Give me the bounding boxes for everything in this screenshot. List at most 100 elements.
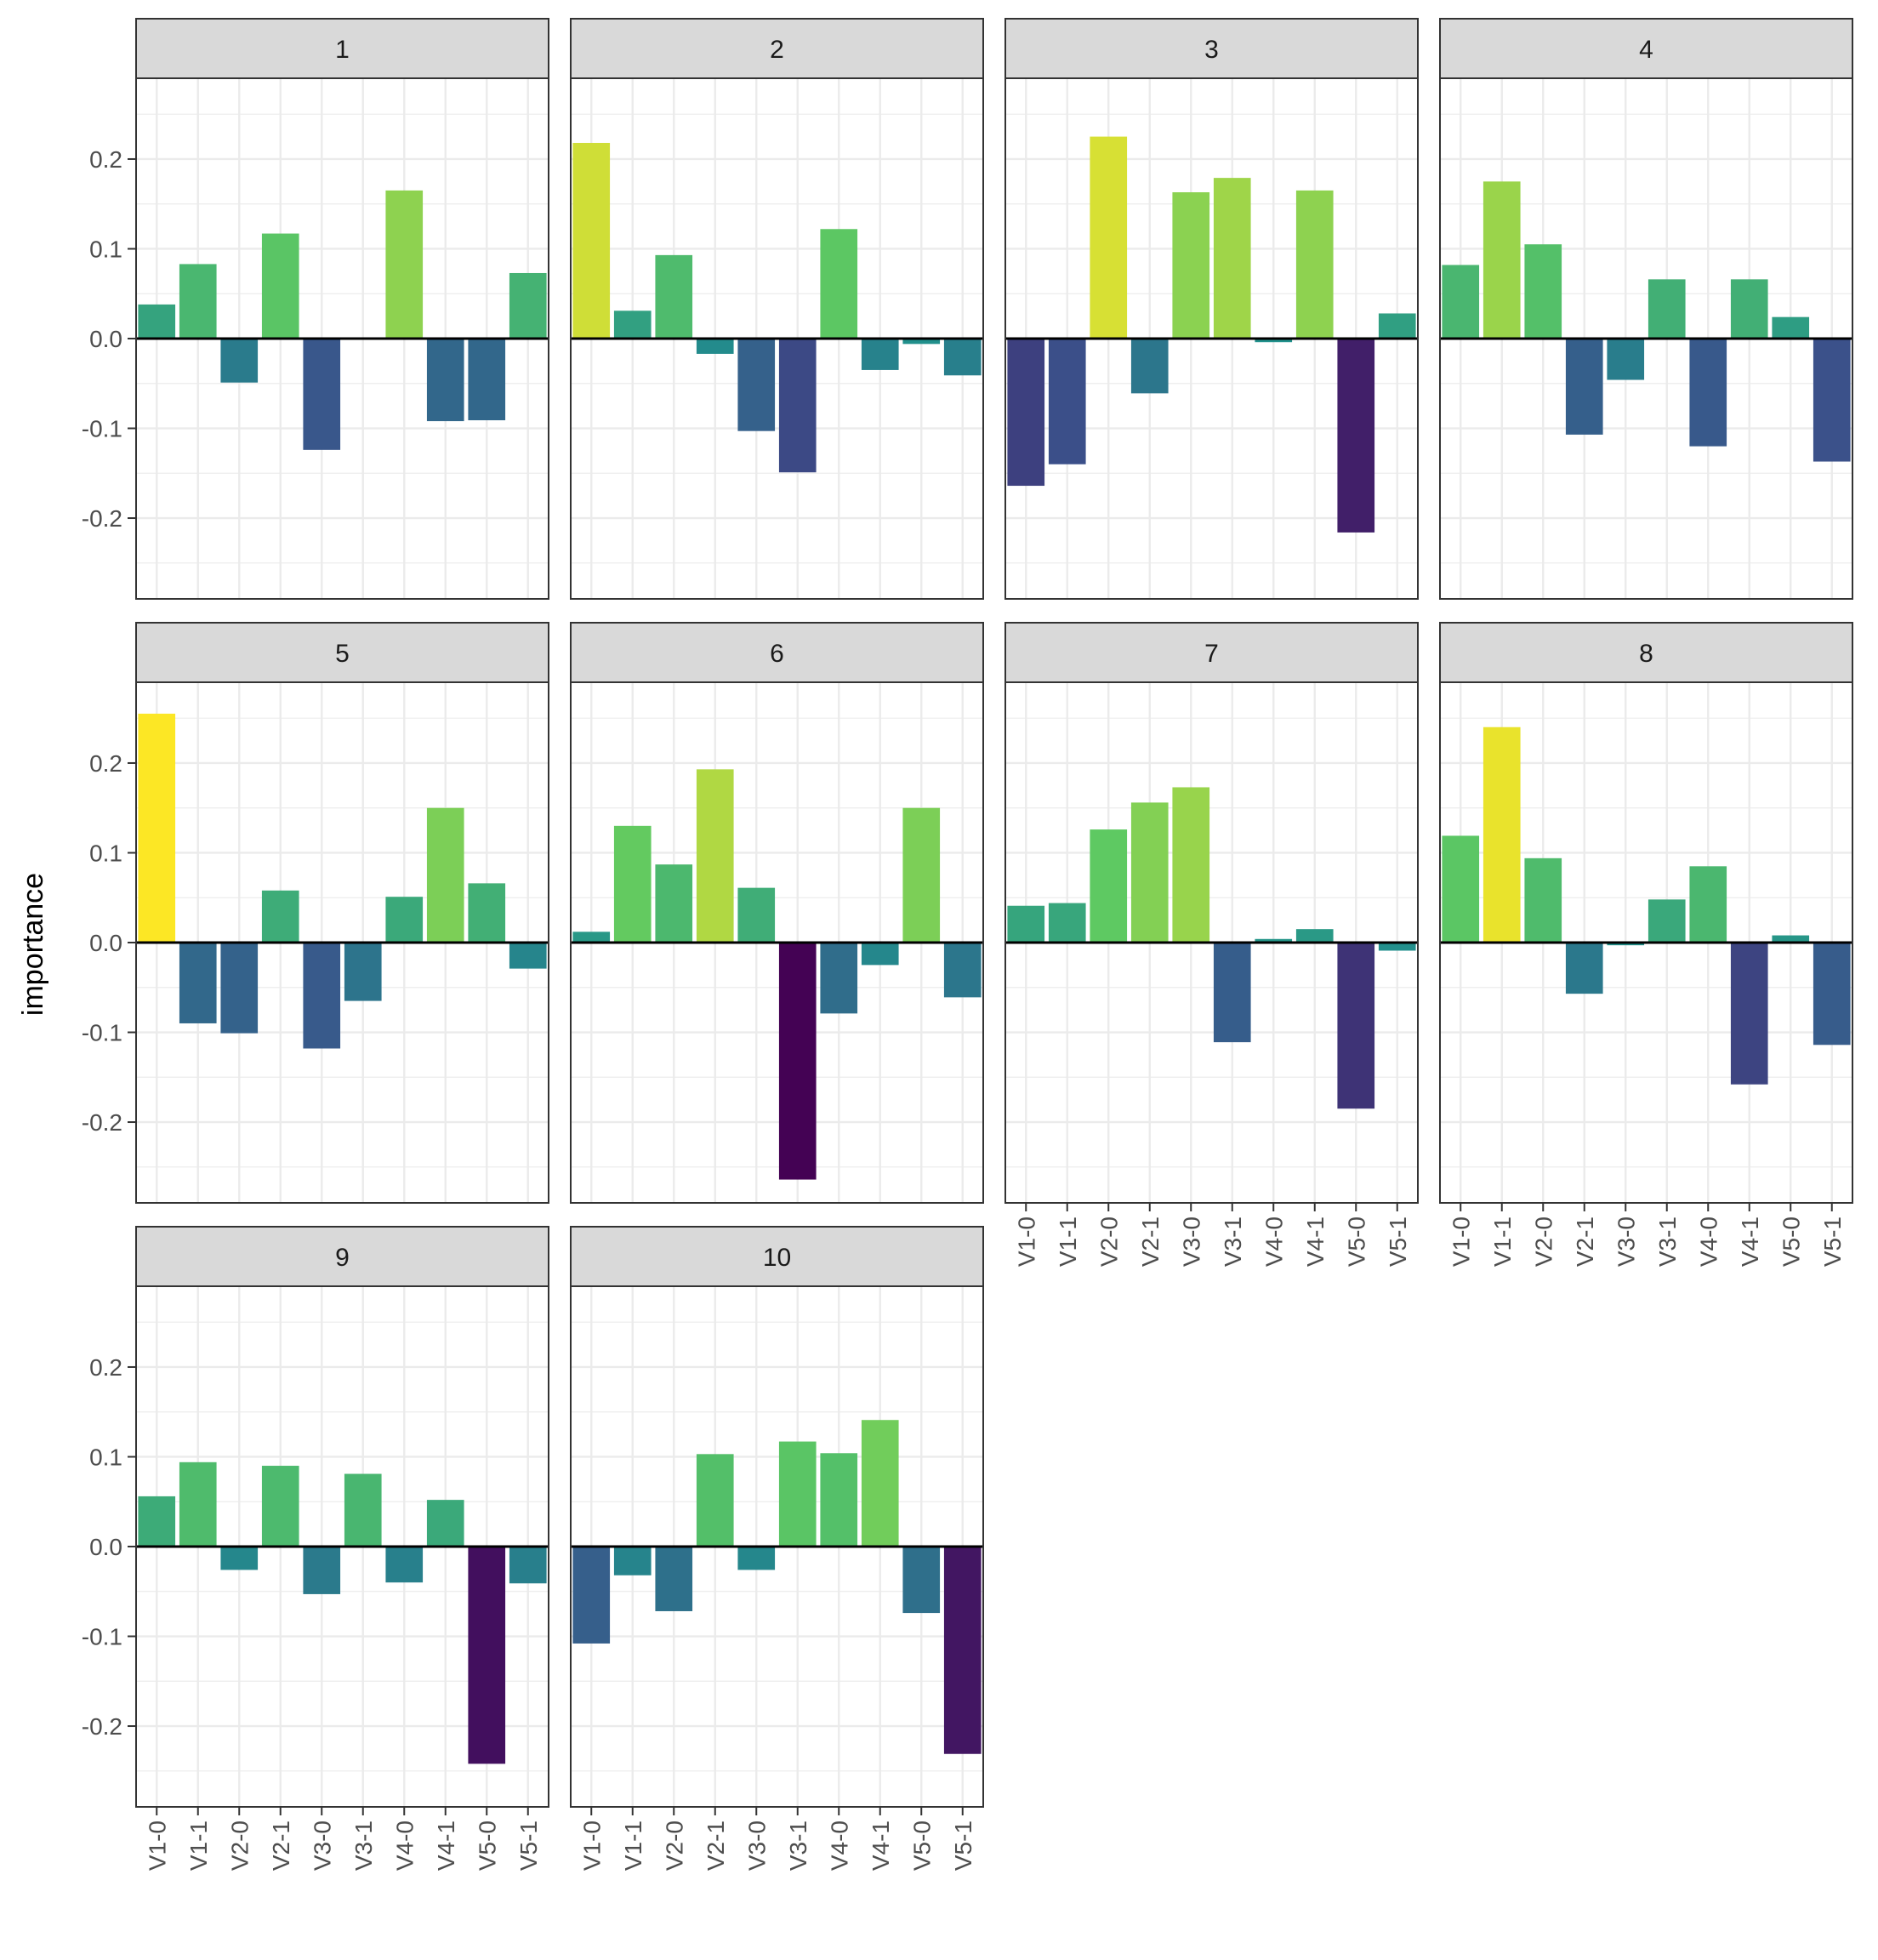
bar-V5-0: [1772, 935, 1810, 943]
x-tick-label: V2-0: [1096, 1216, 1122, 1267]
x-tick-label: V5-1: [515, 1820, 542, 1871]
x-tick-label: V5-1: [1819, 1216, 1846, 1267]
x-tick-label: V2-0: [226, 1820, 253, 1871]
bars: [1007, 136, 1416, 533]
x-tick-label: V2-0: [661, 1820, 687, 1871]
x-axis: V1-0 V1-1 V2-0 V2-1 V3-0 V3-1 V4-0 V4-1 V5-0 V5-1: [1448, 1203, 1846, 1267]
bar-V1-0: [138, 713, 176, 943]
bar-V5-0: [1337, 943, 1375, 1109]
x-tick-label: V4-1: [1737, 1216, 1763, 1267]
bar-V2-0: [655, 1547, 693, 1611]
y-tick-label: -0.1: [82, 1020, 122, 1046]
bar-V5-0: [468, 339, 506, 421]
x-tick-label: V1-0: [1448, 1216, 1474, 1267]
x-axis: V1-0 V1-1 V2-0 V2-1 V3-0 V3-1 V4-0 V4-1 V5-0 V5-1: [578, 1807, 976, 1871]
facet-strip-label: 1: [335, 36, 350, 64]
bar-V1-1: [613, 1547, 652, 1575]
bar-V3-0: [737, 1547, 776, 1570]
y-tick-label: 0.2: [89, 146, 122, 173]
facet-panels: 1 0.2 0.1 0.0 -0.1 -0.2 2 3 4 5 0.2 0.1 0.0 -0.1 -0.2 6…: [82, 18, 1853, 1871]
bar-V5-1: [509, 943, 547, 969]
facet-strip: 6: [570, 622, 984, 683]
x-tick-label: V4-0: [391, 1820, 418, 1871]
bar-V5-1: [509, 1547, 547, 1584]
facet-strip-background: [570, 622, 984, 683]
x-tick-label: V5-0: [474, 1820, 500, 1871]
bar-V4-0: [820, 943, 858, 1014]
bar-V2-0: [1524, 858, 1562, 943]
y-tick-label: -0.1: [82, 416, 122, 442]
bar-V1-0: [572, 1547, 611, 1644]
x-tick-label: V4-0: [1261, 1216, 1287, 1267]
facet-panel-6: 6: [570, 622, 984, 1204]
facet-panel-2: 2: [570, 18, 984, 600]
facet-strip-label: 5: [335, 640, 350, 668]
bar-V4-0: [1255, 339, 1293, 343]
bar-V4-1: [861, 943, 899, 966]
bar-V5-1: [1813, 339, 1851, 462]
bar-V3-1: [344, 943, 382, 1001]
bar-V2-1: [261, 890, 299, 943]
bar-V4-1: [1295, 190, 1334, 339]
facet-strip-background: [1439, 18, 1853, 79]
bar-V2-0: [220, 943, 259, 1034]
x-tick-label: V3-0: [309, 1820, 335, 1871]
bar-V1-0: [1007, 339, 1045, 487]
bars: [572, 1420, 982, 1754]
bars: [138, 190, 547, 450]
bar-V2-1: [696, 1454, 734, 1547]
facet-strip-background: [135, 18, 549, 79]
bar-V2-1: [1565, 339, 1603, 435]
facet-strip-label: 2: [770, 36, 784, 64]
facet-strip: 3: [1004, 18, 1419, 79]
bar-V2-0: [1524, 244, 1562, 339]
bar-V2-0: [220, 339, 259, 383]
facet-panel-9: 9 0.2 0.1 0.0 -0.1 -0.2 V1-0 V1-1 V2-0 V2-1 V3-0 V3…: [82, 1226, 549, 1871]
bar-V3-1: [1648, 899, 1686, 943]
x-tick-label: V2-0: [1530, 1216, 1556, 1267]
bar-V5-1: [943, 339, 982, 376]
bar-V1-0: [1442, 265, 1480, 339]
bar-V1-0: [1442, 835, 1480, 943]
x-tick-label: V1-1: [1489, 1216, 1516, 1267]
bar-V2-1: [696, 769, 734, 943]
x-tick-label: V3-1: [1220, 1216, 1246, 1267]
x-tick-label: V2-1: [1572, 1216, 1598, 1267]
y-tick-label: 0.0: [89, 1534, 122, 1560]
bar-V4-1: [426, 339, 464, 422]
x-tick-label: V2-1: [268, 1820, 294, 1871]
bar-V1-1: [1048, 903, 1086, 943]
bar-V5-0: [468, 883, 506, 943]
x-tick-label: V4-1: [868, 1820, 894, 1871]
bar-V3-1: [1213, 943, 1251, 1043]
bar-V3-0: [737, 339, 776, 431]
bar-V3-0: [737, 887, 776, 943]
y-tick-label: 0.1: [89, 1444, 122, 1470]
facet-panel-3: 3: [1004, 18, 1419, 600]
bar-V1-0: [138, 304, 176, 339]
x-tick-label: V4-0: [1695, 1216, 1722, 1267]
bar-V5-0: [902, 339, 941, 345]
bar-V1-1: [613, 311, 652, 339]
bar-V5-1: [1378, 943, 1416, 951]
facet-strip-label: 4: [1639, 36, 1653, 64]
bar-V3-0: [303, 1547, 341, 1594]
y-tick-label: 0.1: [89, 236, 122, 262]
bar-V5-1: [509, 272, 547, 339]
y-axis: 0.2 0.1 0.0 -0.1 -0.2: [82, 1354, 136, 1740]
bar-V2-1: [1130, 802, 1169, 943]
bar-V4-1: [1730, 279, 1768, 339]
facet-strip-background: [1439, 622, 1853, 683]
bar-V4-1: [426, 1500, 464, 1547]
y-tick-label: -0.2: [82, 1109, 122, 1136]
bar-V5-1: [943, 943, 982, 998]
y-tick-label: 0.2: [89, 750, 122, 777]
facet-strip-label: 3: [1204, 36, 1219, 64]
bar-V4-0: [820, 229, 858, 339]
facet-strip-label: 10: [763, 1244, 791, 1272]
bar-V3-0: [1607, 339, 1645, 380]
bar-V3-1: [778, 339, 817, 473]
facet-strip-background: [570, 18, 984, 79]
y-axis: 0.2 0.1 0.0 -0.1 -0.2: [82, 750, 136, 1136]
bar-V2-0: [1090, 136, 1128, 339]
